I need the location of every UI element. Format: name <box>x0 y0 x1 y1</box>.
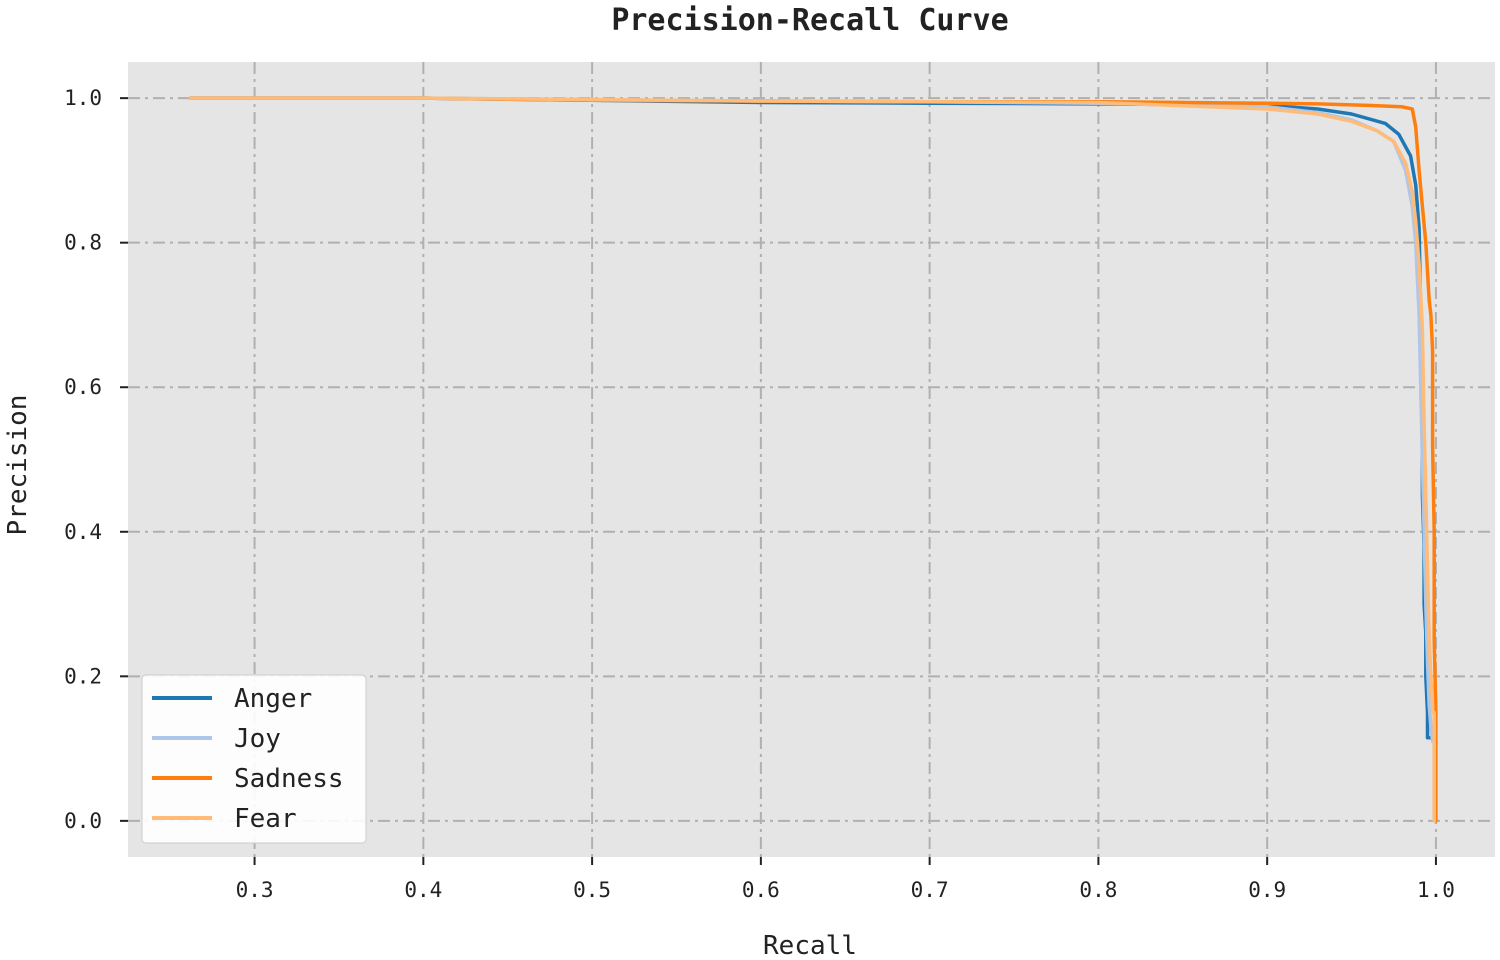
x-tick-label: 1.0 <box>1417 878 1455 902</box>
chart-title: Precision-Recall Curve <box>611 3 1008 38</box>
legend: Anger Joy Sadness Fear <box>141 674 367 844</box>
y-tick-label: 0.6 <box>64 375 102 399</box>
x-tick-label: 0.6 <box>742 878 780 902</box>
legend-label-sadness: Sadness <box>234 764 344 794</box>
x-tick-label: 0.8 <box>1079 878 1117 902</box>
y-tick-label: 1.0 <box>64 86 102 110</box>
legend-label-fear: Fear <box>234 804 297 834</box>
y-tick-label: 0.0 <box>64 809 102 833</box>
axis-ticks: 0.3 0.4 0.5 0.6 0.7 0.8 0.9 1.0 0.0 0.2 0.4 0.6 0.8 1… <box>64 86 1455 902</box>
x-axis-label: Recall <box>763 931 857 960</box>
y-tick-label: 0.2 <box>64 664 102 688</box>
legend-items: Anger Joy Sadness Fear <box>152 684 344 834</box>
legend-label-joy: Joy <box>234 724 281 754</box>
x-tick-label: 0.9 <box>1248 878 1286 902</box>
y-axis-label: Precision <box>3 395 33 536</box>
x-tick-label: 0.3 <box>236 878 274 902</box>
x-tick-label: 0.7 <box>911 878 949 902</box>
y-tick-label: 0.4 <box>64 520 102 544</box>
x-tick-label: 0.5 <box>573 878 611 902</box>
legend-label-anger: Anger <box>234 684 312 714</box>
series-lines <box>188 96 1438 823</box>
series-line-fear <box>188 96 1436 823</box>
legend-box <box>141 674 367 844</box>
x-tick-label: 0.4 <box>404 878 442 902</box>
y-tick-label: 0.8 <box>64 231 102 255</box>
